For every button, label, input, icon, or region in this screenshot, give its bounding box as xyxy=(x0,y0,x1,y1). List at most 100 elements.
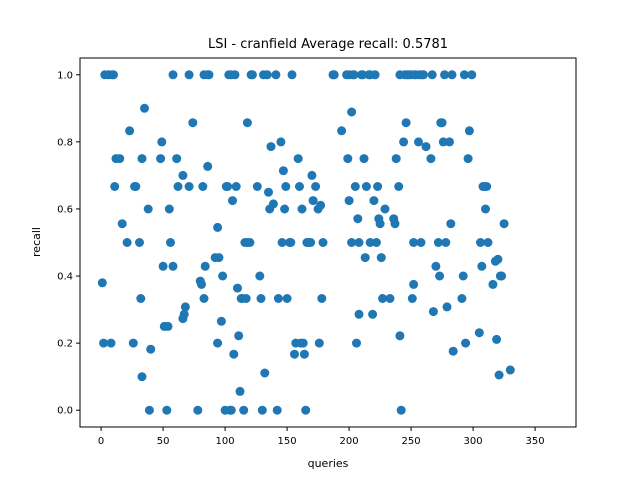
data-point xyxy=(354,309,364,319)
data-point xyxy=(437,118,447,128)
data-point xyxy=(168,70,178,80)
data-point xyxy=(245,238,255,247)
x-tick-label: 300 xyxy=(464,436,483,447)
data-point xyxy=(298,338,308,348)
data-point xyxy=(218,271,228,281)
data-point xyxy=(164,204,174,214)
data-point xyxy=(438,137,448,147)
data-point xyxy=(223,182,233,191)
data-point xyxy=(369,196,379,206)
data-point xyxy=(492,334,502,344)
data-point xyxy=(457,294,467,303)
data-point xyxy=(370,70,380,80)
data-point xyxy=(235,386,245,396)
data-point xyxy=(117,219,127,229)
data-point xyxy=(445,137,454,147)
y-tick-label: 0.0 xyxy=(57,406,73,417)
data-point xyxy=(193,405,203,415)
data-point xyxy=(307,170,317,180)
data-point xyxy=(407,294,417,303)
x-tick-label: 150 xyxy=(278,436,297,447)
data-point xyxy=(318,238,328,247)
data-point xyxy=(216,316,226,326)
data-point xyxy=(421,142,431,152)
data-point xyxy=(168,261,178,271)
data-point xyxy=(409,238,419,247)
data-point xyxy=(353,214,363,224)
data-point xyxy=(459,70,469,80)
data-point xyxy=(204,70,214,80)
data-point xyxy=(287,70,297,80)
data-point xyxy=(257,405,267,415)
data-point xyxy=(136,294,146,303)
y-tick-label: 0.4 xyxy=(57,272,73,283)
data-point xyxy=(499,219,509,229)
data-point xyxy=(394,182,404,191)
data-point xyxy=(440,70,450,80)
data-point xyxy=(268,199,278,209)
data-point xyxy=(266,142,276,152)
data-point xyxy=(278,166,288,176)
data-point xyxy=(290,349,299,359)
data-point xyxy=(166,238,175,247)
data-point xyxy=(441,238,451,247)
y-tick-label: 0.6 xyxy=(57,204,73,215)
data-point xyxy=(137,154,147,164)
data-point xyxy=(137,372,147,382)
data-point xyxy=(247,70,257,80)
y-tick-label: 0.8 xyxy=(57,137,73,148)
data-point xyxy=(282,294,292,303)
data-point xyxy=(295,182,304,191)
data-point xyxy=(337,126,347,136)
data-point xyxy=(163,321,173,331)
data-point xyxy=(156,154,166,164)
data-point xyxy=(435,271,445,281)
data-point xyxy=(344,196,354,206)
data-point xyxy=(188,118,198,128)
data-point xyxy=(476,238,485,247)
data-point xyxy=(214,253,224,263)
data-point xyxy=(262,70,272,80)
data-point xyxy=(308,196,318,206)
data-point xyxy=(311,182,321,191)
data-point xyxy=(264,187,273,197)
data-point xyxy=(199,294,209,303)
data-point xyxy=(409,279,419,289)
data-point xyxy=(447,70,457,80)
data-point xyxy=(488,279,498,289)
y-axis: 0.0 0.2 0.4 0.6 0.8 1.0 xyxy=(57,70,80,417)
data-point xyxy=(371,238,381,247)
data-point xyxy=(483,238,493,247)
plot-area xyxy=(79,57,577,428)
data-point xyxy=(131,182,141,191)
data-point xyxy=(497,271,507,281)
data-point xyxy=(359,154,369,164)
data-point xyxy=(276,137,286,147)
data-point xyxy=(203,161,213,171)
data-point xyxy=(158,261,168,271)
data-point xyxy=(360,253,370,263)
data-point xyxy=(128,338,138,348)
data-point xyxy=(358,70,368,80)
chart-title: LSI - cranfield Average recall: 0.5781 xyxy=(208,37,448,52)
data-point xyxy=(446,219,456,229)
x-tick-label: 250 xyxy=(402,436,421,447)
data-point xyxy=(448,346,458,356)
data-point xyxy=(329,70,339,80)
data-point xyxy=(494,370,504,380)
data-point xyxy=(297,204,307,214)
data-point xyxy=(416,238,426,247)
data-point xyxy=(481,204,490,214)
data-point xyxy=(426,154,436,164)
data-point xyxy=(442,302,452,312)
data-point xyxy=(433,238,443,247)
data-point xyxy=(361,182,371,191)
data-point xyxy=(474,328,484,338)
x-tick-label: 100 xyxy=(216,436,235,447)
data-point xyxy=(239,405,249,415)
data-point xyxy=(228,196,237,206)
data-point xyxy=(414,137,423,147)
data-point xyxy=(431,261,441,271)
data-point xyxy=(273,294,283,303)
